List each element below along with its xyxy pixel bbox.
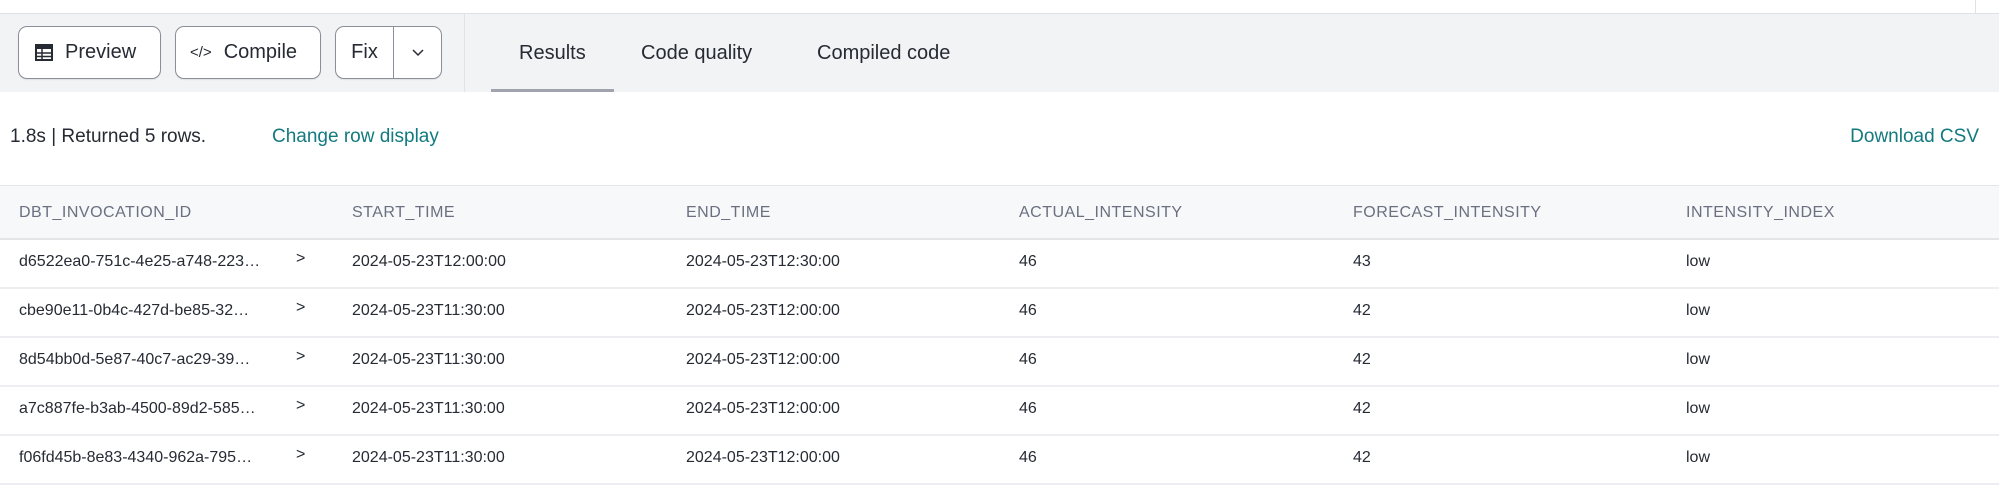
preview-label: Preview [65, 41, 137, 63]
table-cell: 2024-05-23T12:00:00 [686, 400, 840, 417]
table-row: d6522ea0-751c-4e25-a748-223… 2024-05-23T1… [0, 240, 1999, 289]
top-vertical-divider [1975, 0, 1976, 13]
table-cell: 8d54bb0d-5e87-40c7-ac29-39… [19, 351, 251, 368]
table-row: a7c887fe-b3ab-4500-89d2-585… 2024-05-23T1… [0, 387, 1999, 436]
expand-chevron-right-icon[interactable]: > [296, 348, 306, 365]
table-cell: low [1686, 351, 1711, 368]
table-cell: low [1686, 302, 1711, 319]
table-cell: 2024-05-23T12:30:00 [686, 253, 840, 270]
fix-dropdown-chevron-down-icon[interactable] [394, 48, 441, 57]
expand-chevron-right-icon[interactable]: > [296, 397, 306, 414]
toolbar-divider [464, 14, 465, 92]
table-cell: cbe90e11-0b4c-427d-be85-32… [19, 302, 250, 319]
table-icon [35, 44, 53, 61]
table-cell: low [1686, 253, 1711, 270]
compile-label: Compile [223, 41, 298, 63]
table-cell: 46 [1019, 302, 1037, 319]
tab-results[interactable]: Results [491, 14, 614, 92]
tab-compiled-code-label: Compiled code [817, 41, 951, 64]
table-cell: 2024-05-23T12:00:00 [686, 302, 840, 319]
column-header[interactable]: DBT_INVOCATION_ID [19, 204, 192, 221]
tab-code-quality[interactable]: Code quality [641, 14, 752, 92]
split-divider [393, 27, 394, 78]
table-cell: 46 [1019, 253, 1037, 270]
expand-chevron-right-icon[interactable]: > [296, 299, 306, 316]
table-cell: 42 [1353, 400, 1371, 417]
fix-split-button: Fix [335, 26, 442, 79]
column-header[interactable]: FORECAST_INTENSITY [1353, 204, 1542, 221]
tab-results-label: Results [519, 41, 586, 64]
table-cell: 42 [1353, 302, 1371, 319]
table-cell: 46 [1019, 351, 1037, 368]
fix-button[interactable]: Fix [351, 41, 378, 63]
column-header[interactable]: ACTUAL_INTENSITY [1019, 204, 1183, 221]
preview-button[interactable]: Preview [18, 26, 161, 79]
expand-chevron-right-icon[interactable]: > [296, 446, 306, 463]
table-cell: 2024-05-23T11:30:00 [352, 449, 505, 466]
table-cell: 43 [1353, 253, 1371, 270]
code-icon: </> [190, 44, 212, 61]
table-cell: 46 [1019, 449, 1037, 466]
table-cell: 2024-05-23T11:30:00 [352, 302, 505, 319]
table-cell: 2024-05-23T12:00:00 [352, 253, 506, 270]
table-row: f06fd45b-8e83-4340-962a-795… 2024-05-23T1… [0, 436, 1999, 485]
table-cell: 2024-05-23T11:30:00 [352, 351, 505, 368]
table-cell: 2024-05-23T11:30:00 [352, 400, 505, 417]
table-row: cbe90e11-0b4c-427d-be85-32… 2024-05-23T11… [0, 289, 1999, 338]
table-cell: d6522ea0-751c-4e25-a748-223… [19, 253, 261, 270]
top-divider [0, 13, 1999, 14]
table-cell: 46 [1019, 400, 1037, 417]
tab-code-quality-label: Code quality [641, 41, 753, 64]
table-cell: 2024-05-23T12:00:00 [686, 351, 840, 368]
table-header: DBT_INVOCATION_ID START_TIME END_TIME AC… [0, 185, 1999, 240]
query-summary: 1.8s | Returned 5 rows. [10, 126, 207, 147]
download-csv-link[interactable]: Download CSV [1850, 126, 1979, 147]
compile-button[interactable]: </> Compile [175, 26, 321, 79]
tab-compiled-code[interactable]: Compiled code [817, 14, 950, 92]
table-cell: 42 [1353, 351, 1371, 368]
column-header[interactable]: END_TIME [686, 204, 771, 221]
expand-chevron-right-icon[interactable]: > [296, 250, 306, 267]
table-cell: a7c887fe-b3ab-4500-89d2-585… [19, 400, 256, 417]
column-header[interactable]: INTENSITY_INDEX [1686, 204, 1835, 221]
table-cell: 2024-05-23T12:00:00 [686, 449, 840, 466]
table-row: 8d54bb0d-5e87-40c7-ac29-39… 2024-05-23T11… [0, 338, 1999, 387]
table-cell: low [1686, 449, 1711, 466]
table-cell: f06fd45b-8e83-4340-962a-795… [19, 449, 253, 466]
table-cell: 42 [1353, 449, 1371, 466]
results-toolbar: Preview </> Compile Fix Results Code qua… [0, 14, 1999, 92]
column-header[interactable]: START_TIME [352, 204, 456, 221]
table-cell: low [1686, 400, 1711, 417]
change-row-display-link[interactable]: Change row display [272, 126, 439, 147]
